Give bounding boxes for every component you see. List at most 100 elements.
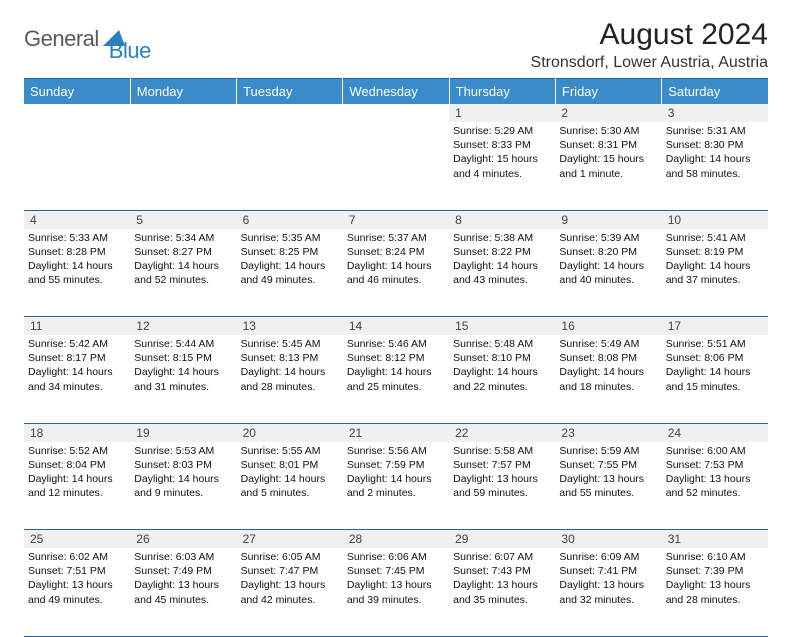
- day-details: Sunrise: 5:41 AMSunset: 8:19 PMDaylight:…: [666, 231, 764, 288]
- day-number-cell: 22: [449, 423, 555, 442]
- logo-text-blue: Blue: [109, 38, 151, 64]
- month-title: August 2024: [531, 18, 768, 52]
- day-content-row: Sunrise: 6:02 AMSunset: 7:51 PMDaylight:…: [24, 548, 768, 636]
- day-number-cell: [24, 104, 130, 122]
- day-details: Sunrise: 5:58 AMSunset: 7:57 PMDaylight:…: [453, 444, 551, 501]
- day-number-cell: 3: [662, 104, 768, 122]
- day-number-cell: 14: [343, 317, 449, 336]
- day-content-cell: Sunrise: 5:48 AMSunset: 8:10 PMDaylight:…: [449, 335, 555, 423]
- day-content-cell: Sunrise: 5:35 AMSunset: 8:25 PMDaylight:…: [237, 229, 343, 317]
- day-content-cell: [343, 122, 449, 210]
- day-number-cell: [130, 104, 236, 122]
- day-number-cell: 20: [237, 423, 343, 442]
- day-content-cell: Sunrise: 6:03 AMSunset: 7:49 PMDaylight:…: [130, 548, 236, 636]
- day-number-cell: 15: [449, 317, 555, 336]
- day-number-cell: 23: [555, 423, 661, 442]
- day-content-cell: Sunrise: 5:58 AMSunset: 7:57 PMDaylight:…: [449, 442, 555, 530]
- day-content-cell: Sunrise: 5:51 AMSunset: 8:06 PMDaylight:…: [662, 335, 768, 423]
- day-number-cell: 31: [662, 530, 768, 549]
- day-content-cell: Sunrise: 5:42 AMSunset: 8:17 PMDaylight:…: [24, 335, 130, 423]
- day-details: Sunrise: 5:52 AMSunset: 8:04 PMDaylight:…: [28, 444, 126, 501]
- day-details: Sunrise: 5:37 AMSunset: 8:24 PMDaylight:…: [347, 231, 445, 288]
- day-content-cell: [237, 122, 343, 210]
- day-number-cell: 10: [662, 210, 768, 229]
- day-number-cell: 21: [343, 423, 449, 442]
- day-content-cell: Sunrise: 5:56 AMSunset: 7:59 PMDaylight:…: [343, 442, 449, 530]
- day-number-cell: 8: [449, 210, 555, 229]
- logo: General Blue: [24, 18, 169, 52]
- weekday-header-row: Sunday Monday Tuesday Wednesday Thursday…: [24, 79, 768, 105]
- day-content-cell: Sunrise: 5:49 AMSunset: 8:08 PMDaylight:…: [555, 335, 661, 423]
- day-content-cell: Sunrise: 5:55 AMSunset: 8:01 PMDaylight:…: [237, 442, 343, 530]
- title-block: August 2024 Stronsdorf, Lower Austria, A…: [531, 18, 768, 72]
- day-details: Sunrise: 5:45 AMSunset: 8:13 PMDaylight:…: [241, 337, 339, 394]
- day-content-cell: Sunrise: 5:41 AMSunset: 8:19 PMDaylight:…: [662, 229, 768, 317]
- location: Stronsdorf, Lower Austria, Austria: [531, 54, 768, 72]
- logo-text-general: General: [24, 26, 99, 52]
- day-number-row: 11121314151617: [24, 317, 768, 336]
- day-number-cell: 18: [24, 423, 130, 442]
- day-number-cell: 6: [237, 210, 343, 229]
- day-details: Sunrise: 5:29 AMSunset: 8:33 PMDaylight:…: [453, 124, 551, 181]
- day-number-cell: [343, 104, 449, 122]
- day-details: Sunrise: 5:48 AMSunset: 8:10 PMDaylight:…: [453, 337, 551, 394]
- day-content-cell: Sunrise: 5:45 AMSunset: 8:13 PMDaylight:…: [237, 335, 343, 423]
- day-number-cell: 25: [24, 530, 130, 549]
- day-details: Sunrise: 5:39 AMSunset: 8:20 PMDaylight:…: [559, 231, 657, 288]
- day-number-cell: 9: [555, 210, 661, 229]
- weekday-header: Monday: [130, 79, 236, 105]
- day-number-row: 123: [24, 104, 768, 122]
- day-content-cell: Sunrise: 6:02 AMSunset: 7:51 PMDaylight:…: [24, 548, 130, 636]
- weekday-header: Sunday: [24, 79, 130, 105]
- day-content-cell: Sunrise: 5:44 AMSunset: 8:15 PMDaylight:…: [130, 335, 236, 423]
- calendar-table: Sunday Monday Tuesday Wednesday Thursday…: [24, 78, 768, 637]
- day-content-cell: Sunrise: 5:59 AMSunset: 7:55 PMDaylight:…: [555, 442, 661, 530]
- day-details: Sunrise: 5:56 AMSunset: 7:59 PMDaylight:…: [347, 444, 445, 501]
- day-content-cell: [24, 122, 130, 210]
- day-details: Sunrise: 5:33 AMSunset: 8:28 PMDaylight:…: [28, 231, 126, 288]
- day-content-cell: Sunrise: 5:33 AMSunset: 8:28 PMDaylight:…: [24, 229, 130, 317]
- day-number-row: 25262728293031: [24, 530, 768, 549]
- day-content-cell: Sunrise: 5:34 AMSunset: 8:27 PMDaylight:…: [130, 229, 236, 317]
- header: General Blue August 2024 Stronsdorf, Low…: [24, 18, 768, 72]
- day-content-cell: Sunrise: 5:29 AMSunset: 8:33 PMDaylight:…: [449, 122, 555, 210]
- day-number-cell: 4: [24, 210, 130, 229]
- day-content-cell: Sunrise: 5:39 AMSunset: 8:20 PMDaylight:…: [555, 229, 661, 317]
- weekday-header: Wednesday: [343, 79, 449, 105]
- day-content-cell: [130, 122, 236, 210]
- day-number-row: 45678910: [24, 210, 768, 229]
- day-number-cell: 17: [662, 317, 768, 336]
- day-number-cell: 1: [449, 104, 555, 122]
- day-content-cell: Sunrise: 6:00 AMSunset: 7:53 PMDaylight:…: [662, 442, 768, 530]
- day-details: Sunrise: 5:55 AMSunset: 8:01 PMDaylight:…: [241, 444, 339, 501]
- day-details: Sunrise: 6:03 AMSunset: 7:49 PMDaylight:…: [134, 550, 232, 607]
- day-details: Sunrise: 6:06 AMSunset: 7:45 PMDaylight:…: [347, 550, 445, 607]
- day-content-row: Sunrise: 5:33 AMSunset: 8:28 PMDaylight:…: [24, 229, 768, 317]
- day-details: Sunrise: 5:59 AMSunset: 7:55 PMDaylight:…: [559, 444, 657, 501]
- day-content-cell: Sunrise: 6:06 AMSunset: 7:45 PMDaylight:…: [343, 548, 449, 636]
- day-details: Sunrise: 5:51 AMSunset: 8:06 PMDaylight:…: [666, 337, 764, 394]
- day-number-row: 18192021222324: [24, 423, 768, 442]
- day-content-cell: Sunrise: 5:53 AMSunset: 8:03 PMDaylight:…: [130, 442, 236, 530]
- day-details: Sunrise: 5:53 AMSunset: 8:03 PMDaylight:…: [134, 444, 232, 501]
- day-details: Sunrise: 5:42 AMSunset: 8:17 PMDaylight:…: [28, 337, 126, 394]
- day-number-cell: 11: [24, 317, 130, 336]
- day-details: Sunrise: 6:00 AMSunset: 7:53 PMDaylight:…: [666, 444, 764, 501]
- day-number-cell: 29: [449, 530, 555, 549]
- day-details: Sunrise: 5:30 AMSunset: 8:31 PMDaylight:…: [559, 124, 657, 181]
- weekday-header: Thursday: [449, 79, 555, 105]
- day-content-cell: Sunrise: 6:07 AMSunset: 7:43 PMDaylight:…: [449, 548, 555, 636]
- day-content-cell: Sunrise: 5:37 AMSunset: 8:24 PMDaylight:…: [343, 229, 449, 317]
- day-number-cell: 26: [130, 530, 236, 549]
- day-number-cell: 28: [343, 530, 449, 549]
- day-number-cell: 30: [555, 530, 661, 549]
- day-content-cell: Sunrise: 5:46 AMSunset: 8:12 PMDaylight:…: [343, 335, 449, 423]
- day-content-row: Sunrise: 5:29 AMSunset: 8:33 PMDaylight:…: [24, 122, 768, 210]
- day-details: Sunrise: 6:02 AMSunset: 7:51 PMDaylight:…: [28, 550, 126, 607]
- day-number-cell: 27: [237, 530, 343, 549]
- weekday-header: Saturday: [662, 79, 768, 105]
- day-number-cell: 19: [130, 423, 236, 442]
- day-number-cell: 5: [130, 210, 236, 229]
- weekday-header: Tuesday: [237, 79, 343, 105]
- day-details: Sunrise: 5:35 AMSunset: 8:25 PMDaylight:…: [241, 231, 339, 288]
